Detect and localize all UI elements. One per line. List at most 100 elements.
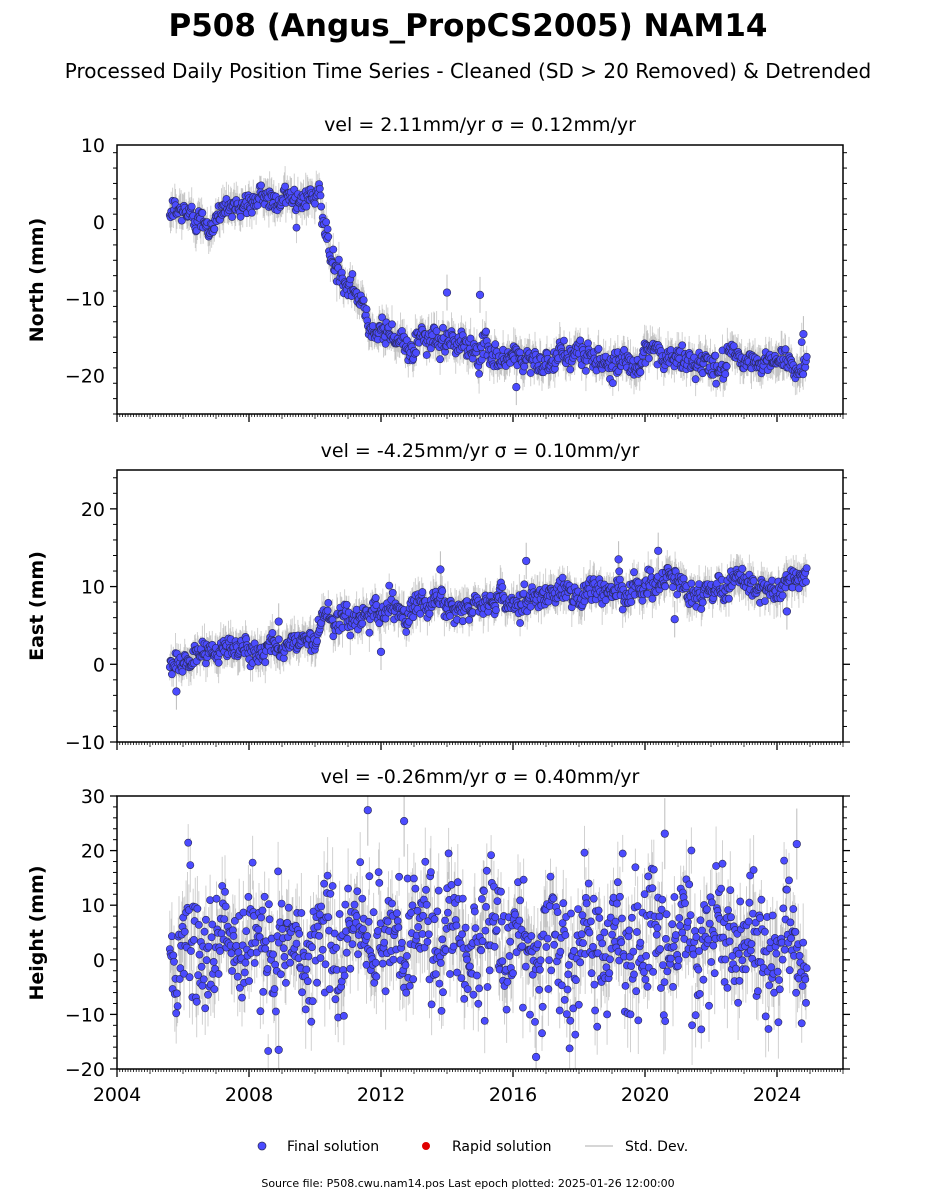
data-point [638,596,647,605]
east-ylabel: East (mm) [26,551,48,661]
data-point [279,654,288,663]
data-point [691,375,700,384]
data-point [620,345,628,354]
data-point [687,579,696,588]
data-point [498,583,507,591]
data-point [359,296,368,304]
outlier-point [475,290,485,299]
y-tick-label: −10 [65,289,105,311]
data-point [645,354,653,363]
data-point [322,218,331,226]
final-solution-points [165,180,811,392]
outlier-point [376,647,386,656]
data-point [566,365,575,374]
data-point [323,225,332,233]
data-point [323,606,332,615]
y-tick-label: 0 [93,212,105,234]
data-point [315,184,324,193]
data-point [661,582,670,591]
data-point [778,591,787,600]
data-point [646,566,655,575]
outlier-point [654,546,663,555]
data-point [679,574,688,583]
data-point [491,340,500,349]
data-point [402,628,411,636]
north-plot-area: −20 −10 0 10 [65,135,847,422]
outlier-point [172,687,181,696]
y-tick-label: 10 [81,577,105,599]
y-tick-label: 10 [81,135,105,157]
y-tick-label: 20 [81,499,105,521]
data-point [422,351,431,359]
data-point [247,208,256,217]
north-ylabel: North (mm) [26,218,48,343]
data-point [475,369,483,378]
data-point [678,341,687,350]
data-point [257,181,265,190]
east-panel-title: vel = -4.25mm/yr σ = 0.10mm/yr [321,440,640,462]
data-point [795,584,803,593]
data-point [802,564,811,572]
outlier-point [799,329,808,339]
data-point [198,209,207,217]
y-tick-label: 0 [93,654,105,676]
data-point [797,338,806,346]
data-point [187,202,196,211]
data-point [761,597,769,605]
data-point [615,567,624,576]
data-point [214,658,223,667]
data-point [712,379,720,388]
data-point [781,345,790,354]
data-point [316,191,325,200]
data-point [324,232,333,241]
data-point [292,223,301,232]
data-point [416,609,425,618]
outlier-point [782,607,792,616]
data-point [576,336,585,345]
data-point [516,619,524,627]
height-panel: vel = -0.26mm/yr σ = 0.40mm/yr Height (m… [26,766,850,1106]
data-point [371,594,380,602]
data-point [729,342,738,350]
data-point [378,313,386,322]
data-point [439,323,447,332]
data-point [438,587,447,595]
data-point [601,596,610,605]
outlier-point [274,617,283,626]
data-point [526,369,535,377]
data-point [749,577,758,585]
data-point [446,612,454,620]
data-point [261,658,270,667]
data-point [466,334,475,343]
outlier-point [436,565,445,574]
data-point [802,577,810,586]
data-point [558,573,567,582]
data-point [324,599,333,607]
data-point [482,327,490,336]
data-point [348,270,357,278]
data-point [516,348,524,357]
data-point [346,631,355,640]
data-point [381,339,390,348]
data-point [721,370,730,378]
data-point [210,225,219,233]
data-point [711,351,720,360]
outlier-point [614,555,623,564]
east-plot-area: −10 0 10 20 [65,469,850,754]
data-point [722,362,731,371]
figure-subtitle: Processed Daily Position Time Series - C… [65,59,871,83]
y-tick-label: −10 [65,732,105,754]
data-point [436,355,444,364]
figure-title: P508 (Angus_PropCS2005) NAM14 [169,8,768,44]
data-point [648,594,657,603]
outlier-point [512,383,521,392]
height-ylabel: Height (mm) [26,865,48,1000]
data-point [418,588,427,596]
data-point [334,255,343,264]
final-solution-points [165,546,811,696]
data-point [768,576,776,585]
north-panel: vel = 2.11mm/yr σ = 0.12mm/yr North (mm)… [26,114,847,422]
data-point [492,606,500,614]
data-point [268,629,277,637]
